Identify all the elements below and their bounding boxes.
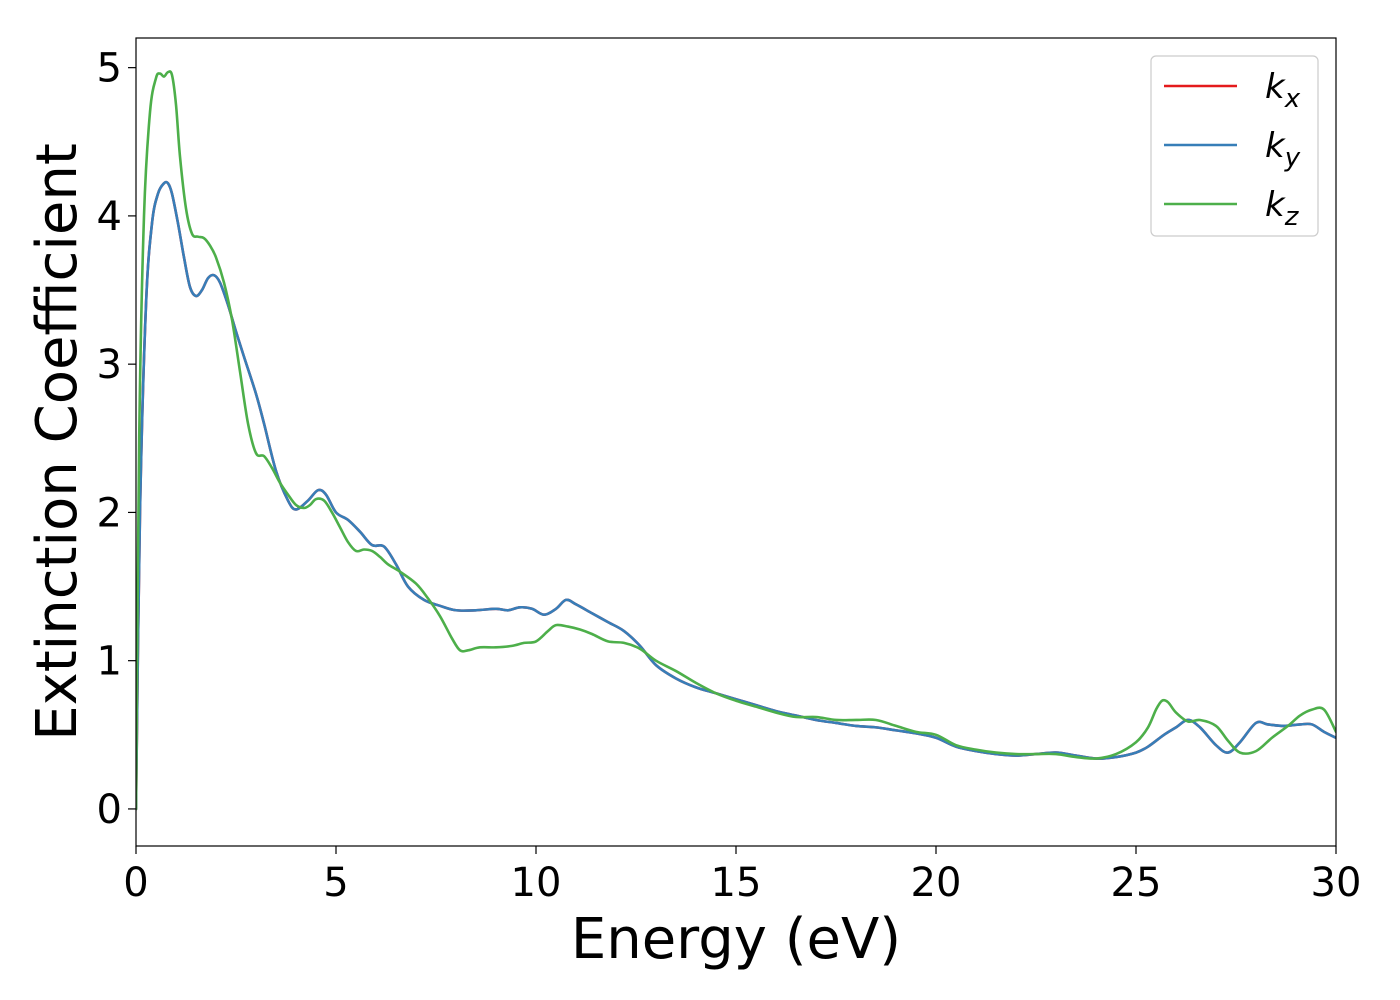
series-line-y <box>136 180 1336 811</box>
legend: kx ky kz <box>1150 55 1319 237</box>
x-tick-label: 0 <box>123 860 148 906</box>
x-tick-label: 25 <box>1111 860 1162 906</box>
y-tick-label: 2 <box>97 490 122 536</box>
x-tick-label: 15 <box>711 860 762 906</box>
y-axis-ticks: 0 1 2 3 4 5 <box>97 46 136 833</box>
x-tick-label: 30 <box>1311 860 1362 906</box>
y-tick-label: 5 <box>97 46 122 92</box>
x-tick-label: 10 <box>511 860 562 906</box>
legend-label-x: kx <box>1265 67 1301 114</box>
x-tick-label: 20 <box>911 860 962 906</box>
x-axis-ticks: 0 5 10 15 20 25 30 <box>123 846 1361 906</box>
x-tick-label: 5 <box>323 860 348 906</box>
x-axis-label: Energy (eV) <box>571 907 901 972</box>
series-line-z <box>136 70 1336 811</box>
y-tick-label: 3 <box>97 342 122 388</box>
plot-lines <box>136 70 1336 811</box>
y-tick-label: 1 <box>97 639 122 685</box>
legend-label-y: ky <box>1265 126 1301 173</box>
y-axis-label: Extinction Coefficient <box>25 143 90 741</box>
y-tick-label: 0 <box>97 787 122 833</box>
y-tick-label: 4 <box>97 194 122 240</box>
series-line-x <box>136 180 1336 811</box>
legend-label-z: kz <box>1265 185 1300 232</box>
